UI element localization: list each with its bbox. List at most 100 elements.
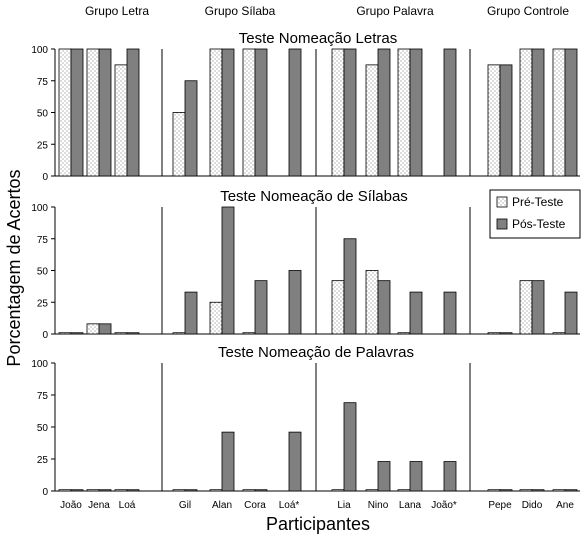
- y-tick-label: 25: [37, 298, 49, 309]
- bar-pre-teste: [365, 270, 379, 335]
- legend-label-pos: Pós-Teste: [512, 217, 566, 231]
- x-tick-label: Ane: [556, 500, 574, 511]
- bar-pos-teste: [409, 291, 423, 335]
- bar-pos-teste: [499, 489, 513, 492]
- bar-pos-teste: [70, 489, 84, 492]
- bar-pre-teste: [242, 48, 256, 177]
- bar-pos-teste: [184, 80, 198, 177]
- y-tick-label: 0: [42, 487, 48, 498]
- panel-3: Teste Nomeação de Palavras 0 25 50 75 100: [31, 344, 580, 498]
- bar-pre-teste: [487, 64, 501, 177]
- bar-pos-teste: [564, 489, 578, 492]
- bar-pre-teste: [365, 489, 379, 492]
- bar-pre-teste: [172, 112, 186, 177]
- bar-pos-teste: [343, 48, 357, 177]
- bar-pre-teste: [487, 332, 501, 335]
- bar-pos-teste: [288, 431, 302, 492]
- bar-pos-teste: [443, 461, 457, 492]
- y-tick-label: 0: [42, 330, 48, 341]
- y-tick-label: 100: [31, 203, 48, 214]
- bar-pos-teste: [409, 461, 423, 492]
- x-tick-label: Pepe: [488, 500, 512, 511]
- bar-pos-teste: [221, 48, 235, 177]
- group-label: Grupo Letra: [85, 4, 149, 18]
- bar-pos-teste: [377, 280, 391, 335]
- bar-pre-teste: [172, 489, 186, 492]
- bar-pre-teste: [86, 48, 100, 177]
- y-tick-label: 50: [37, 267, 49, 278]
- bar-pre-teste: [397, 332, 411, 335]
- x-tick-label: Jena: [88, 500, 110, 511]
- panel-1: Teste Nomeação Letras 0 25 50 75 100: [31, 30, 580, 183]
- bar-pos-teste: [531, 489, 545, 492]
- y-tick-label: 75: [37, 391, 49, 402]
- legend: Pré-Teste Pós-Teste: [489, 189, 581, 239]
- bar-pre-teste: [552, 489, 566, 492]
- x-tick-label: João*: [431, 500, 457, 511]
- bar-pre-teste: [86, 489, 100, 492]
- bar-pos-teste: [126, 48, 140, 177]
- bar-pre-teste: [487, 489, 501, 492]
- bar-pos-teste: [409, 48, 423, 177]
- x-tick-label: Alan: [212, 500, 232, 511]
- bar-pos-teste: [377, 461, 391, 492]
- bar-pos-teste: [98, 489, 112, 492]
- x-tick-label: Lana: [399, 500, 422, 511]
- bar-pos-teste: [564, 291, 578, 335]
- bar-pre-teste: [552, 332, 566, 335]
- bar-pre-teste: [519, 489, 533, 492]
- bar-pre-teste: [58, 489, 72, 492]
- bar-pos-teste: [564, 48, 578, 177]
- legend-label-pre: Pré-Teste: [512, 195, 564, 209]
- y-tick-label: 0: [42, 172, 48, 183]
- bar-pre-teste: [519, 280, 533, 335]
- x-tick-label: Lia: [337, 500, 351, 511]
- bar-pre-teste: [209, 48, 223, 177]
- bar-pos-teste: [531, 280, 545, 335]
- group-label: Grupo Palavra: [356, 4, 434, 18]
- bar-pre-teste: [172, 332, 186, 335]
- x-tick-label: Cora: [244, 500, 266, 511]
- x-tick-label: Gil: [179, 500, 191, 511]
- y-tick-label: 25: [37, 455, 49, 466]
- bar-pos-teste: [443, 291, 457, 335]
- bar-pos-teste: [254, 48, 268, 177]
- x-tick-label: Loá*: [279, 500, 300, 511]
- bar-pre-teste: [114, 64, 128, 177]
- bar-pre-teste: [519, 48, 533, 177]
- bar-pre-teste: [242, 332, 256, 335]
- bar-pos-teste: [221, 431, 235, 492]
- bar-pos-teste: [254, 280, 268, 335]
- y-axis-label: Porcentagem de Acertos: [4, 169, 24, 366]
- bar-pre-teste: [331, 48, 345, 177]
- y-tick-label: 25: [37, 140, 49, 151]
- panel-title: Teste Nomeação de Sílabas: [220, 188, 408, 205]
- bar-pre-teste: [397, 48, 411, 177]
- bar-pre-teste: [331, 489, 345, 492]
- bar-pos-teste: [499, 332, 513, 335]
- x-tick-label: Loá: [119, 500, 136, 511]
- bar-pre-teste: [58, 332, 72, 335]
- bar-pre-teste: [331, 280, 345, 335]
- bar-pos-teste: [184, 489, 198, 492]
- x-tick-label: Nino: [368, 500, 389, 511]
- x-axis-label: Participantes: [266, 514, 370, 534]
- bar-pos-teste: [98, 323, 112, 335]
- x-tick-label: João: [60, 500, 82, 511]
- x-tick-label: Dido: [522, 500, 543, 511]
- bar-pos-teste: [98, 48, 112, 177]
- bar-pos-teste: [531, 48, 545, 177]
- bar-pos-teste: [221, 206, 235, 335]
- bar-pre-teste: [114, 332, 128, 335]
- panel-title: Teste Nomeação de Palavras: [218, 344, 414, 361]
- bar-pre-teste: [365, 64, 379, 177]
- y-tick-label: 50: [37, 423, 49, 434]
- bar-pre-teste: [209, 301, 223, 335]
- bar-pre-teste: [114, 489, 128, 492]
- bar-pos-teste: [288, 48, 302, 177]
- bar-pos-teste: [377, 48, 391, 177]
- bar-pre-teste: [209, 489, 223, 492]
- group-label: Grupo Controle: [487, 4, 569, 18]
- bar-pos-teste: [254, 489, 268, 492]
- bar-pos-teste: [443, 48, 457, 177]
